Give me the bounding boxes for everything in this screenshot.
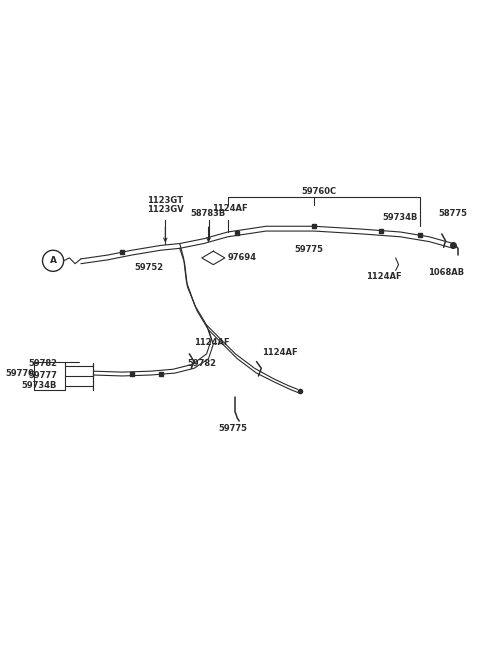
Text: 1124AF: 1124AF (212, 204, 248, 213)
Text: 1124AF: 1124AF (262, 348, 298, 357)
Text: 59777: 59777 (28, 371, 57, 381)
Polygon shape (202, 252, 225, 265)
Text: 1124AF: 1124AF (194, 338, 230, 347)
Text: 59775: 59775 (295, 246, 324, 254)
Text: 59760C: 59760C (301, 187, 336, 196)
Text: 58783B: 58783B (191, 209, 226, 217)
Text: 59752: 59752 (134, 263, 164, 272)
Text: 59775: 59775 (218, 424, 247, 433)
Text: 1123GV: 1123GV (147, 205, 184, 214)
Text: 97694: 97694 (228, 253, 257, 263)
Text: 1123GT: 1123GT (147, 196, 183, 205)
Text: 59770: 59770 (5, 369, 34, 377)
Text: 59782: 59782 (28, 359, 57, 368)
Text: 59782: 59782 (187, 359, 216, 367)
Text: 59734B: 59734B (22, 381, 57, 390)
Text: 58775: 58775 (439, 209, 468, 217)
Text: 1068AB: 1068AB (429, 267, 465, 276)
Text: A: A (49, 256, 57, 265)
Text: 59734B: 59734B (383, 213, 418, 222)
Text: 1124AF: 1124AF (366, 272, 402, 281)
